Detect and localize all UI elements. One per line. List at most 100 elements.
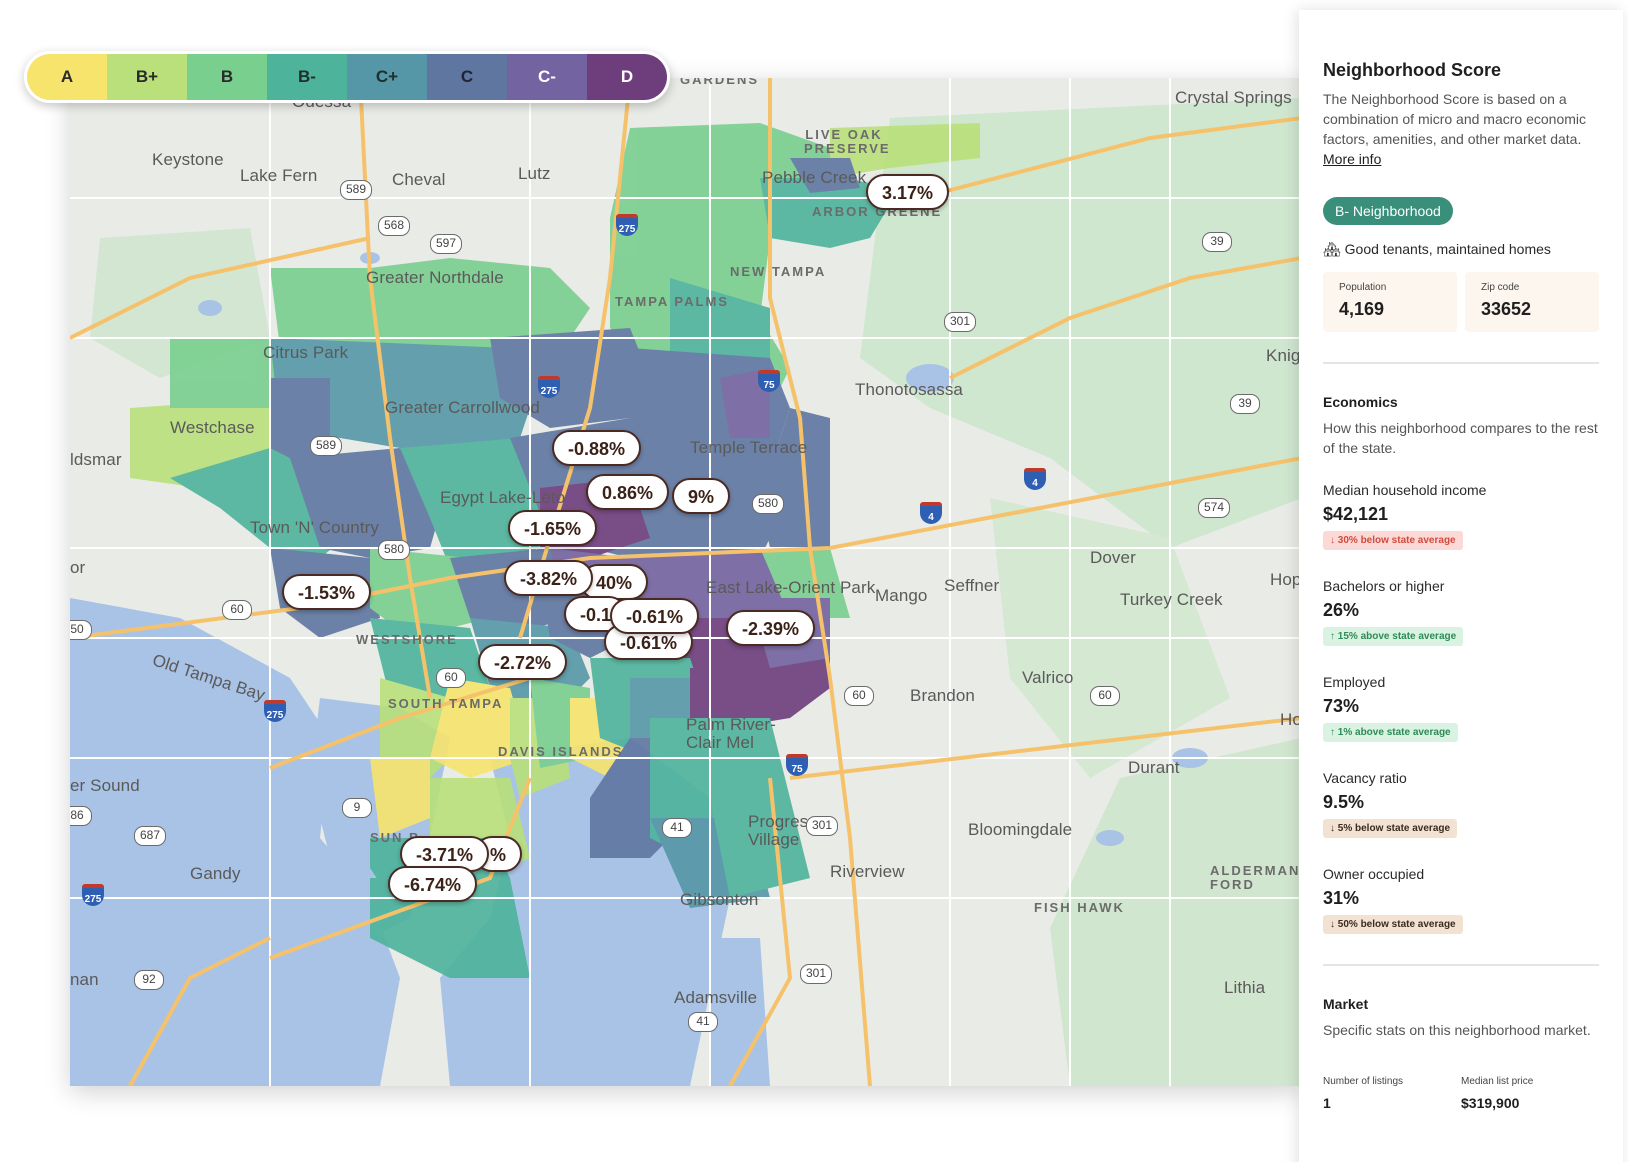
price-value: $319,900 [1461,1095,1520,1111]
interstate-shield: 4 [1024,468,1046,490]
interstate-shield: 4 [920,502,942,524]
percent-marker[interactable]: -3.82% [504,560,594,596]
route-shield: 86 [70,806,92,826]
summary-stats: Population 4,169 Zip code 33652 [1323,272,1599,332]
place-label: Temple Terrace [690,438,808,457]
route-shield: 574 [1198,498,1231,518]
place-label: Turkey Creek [1120,590,1223,609]
more-info-link[interactable]: More info [1323,151,1382,167]
route-shield: 60 [436,668,466,688]
neighborhood-tagline: 🏘 Good tenants, maintained homes [1323,241,1551,257]
comparison-badge: ↑ 1% above state average [1323,723,1458,742]
percent-marker[interactable]: -0.61% [610,598,700,634]
metric-bachelors: Bachelors or higher 26% ↑ 15% above stat… [1323,578,1599,646]
place-label: Palm River-Clair Mel [686,715,776,752]
interstate-shield: 75 [786,754,808,776]
legend-grade[interactable]: B+ [107,54,187,100]
legend-grade[interactable]: C- [507,54,587,100]
place-label: Egypt Lake-Leto [440,488,566,507]
route-shield: 60 [1090,686,1120,706]
place-label: ldsmar [70,450,122,469]
neighborhood-grade-badge: B- Neighborhood [1323,197,1453,225]
metric-value: 31% [1323,888,1360,908]
metric-label: Median household income [1323,482,1487,498]
map-canvas[interactable] [70,78,1302,1086]
place-label: Lithia [1224,978,1266,997]
route-shield: 39 [1202,232,1232,252]
economics-description: How this neighborhood compares to the re… [1323,420,1598,456]
route-shield: 39 [1230,394,1260,414]
legend-grade[interactable]: B- [267,54,347,100]
percent-marker[interactable]: -2.72% [478,644,568,680]
metric-label: Vacancy ratio [1323,770,1407,786]
percent-marker[interactable]: -2.39% [726,610,816,646]
market-description: Specific stats on this neighborhood mark… [1323,1022,1591,1038]
zip-label: Zip code [1481,282,1520,293]
legend-grade[interactable]: C [427,54,507,100]
place-label: Keystone [152,150,224,169]
metric-label: Employed [1323,674,1386,690]
comparison-badge: ↓ 5% below state average [1323,819,1458,838]
percent-marker[interactable]: 9% [672,478,731,514]
zip-value: 33652 [1481,299,1532,319]
place-label: Town 'N' Country [250,518,380,537]
legend-grade[interactable]: B [187,54,267,100]
interstate-shield: 275 [538,376,560,398]
place-label: Pebble Creek [762,168,867,187]
route-shield: 41 [662,818,692,838]
listings-label: Number of listings [1323,1076,1404,1087]
place-label: Lutz [518,164,551,183]
place-label: Adamsville [674,988,758,1007]
metric-value: 26% [1323,600,1360,620]
place-label: Mango [875,586,928,605]
legend-grade[interactable]: A [27,54,107,100]
place-label: Riverview [830,862,905,881]
percent-marker[interactable]: -1.65% [508,510,598,546]
percent-marker[interactable]: -6.74% [388,866,478,902]
legend-grade[interactable]: D [587,54,667,100]
place-label: nan [70,970,99,989]
percent-marker[interactable]: -0.88% [552,430,642,466]
route-shield: 568 [378,216,411,236]
map-view[interactable]: Odessa Keystone Lake Fern Cheval Lutz Cr… [70,78,1302,1086]
route-shield: 301 [944,312,977,332]
legend-grade[interactable]: C+ [347,54,427,100]
metric-value: 73% [1323,696,1360,716]
place-label: Gandy [190,864,241,883]
district-label: GARDENS [680,78,760,87]
place-label: Progress Village [748,812,817,849]
place-label: Thonotosassa [855,380,963,399]
route-shield: 580 [378,540,411,560]
place-label: Greater Carrollwood [385,398,540,417]
grade-legend: A B+ B B- C+ C C- D [24,51,670,103]
route-shield: 92 [134,970,164,990]
percent-marker[interactable]: -1.53% [282,574,372,610]
place-label: Brandon [910,686,975,705]
place-label: Citrus Park [263,343,349,362]
population-value: 4,169 [1339,299,1385,319]
interstate-shield: 275 [616,214,638,236]
route-shield: 50 [70,620,92,640]
percent-marker[interactable]: 0.86% [586,474,670,510]
place-label: Crystal Springs [1175,88,1292,107]
route-shield: 60 [222,600,252,620]
place-label: Westchase [170,418,255,437]
listings-value: 1 [1323,1095,1331,1111]
metric-median-income: Median household income $42,121 ↓ 30% be… [1323,482,1599,550]
panel-title: Neighborhood Score [1323,60,1502,80]
route-shield: 580 [752,494,785,514]
route-shield: 301 [806,816,839,836]
comparison-badge: ↓ 30% below state average [1323,531,1463,550]
metric-employed: Employed 73% ↑ 1% above state average [1323,674,1599,742]
district-label: FISH HAWK [1034,900,1125,915]
place-label: Gibsonton [680,890,759,909]
place-label: er Sound [70,776,140,795]
place-label: Bloomingdale [968,820,1073,839]
economics-title: Economics [1323,394,1398,410]
price-label: Median list price [1461,1076,1534,1087]
district-label: DAVIS ISLANDS [498,744,624,759]
place-label: Durant [1128,758,1180,777]
percent-marker[interactable]: 3.17% [866,174,950,210]
route-shield: 41 [688,1012,718,1032]
route-shield: 301 [800,964,833,984]
